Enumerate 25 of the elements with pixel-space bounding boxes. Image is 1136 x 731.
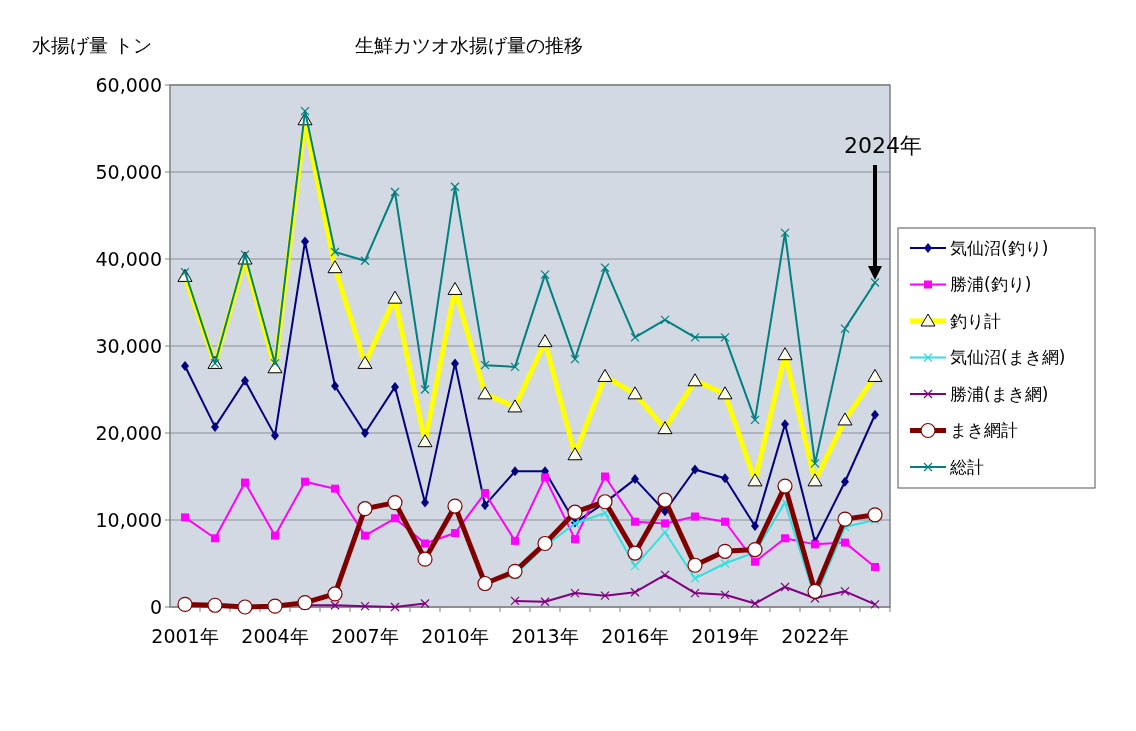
- annotation: 2024年: [844, 133, 922, 158]
- x-tick-label: 2001年: [151, 625, 219, 647]
- x-tick-label: 2007年: [331, 625, 399, 647]
- y-tick-label: 20,000: [95, 421, 162, 444]
- y-tick-label: 30,000: [95, 334, 162, 357]
- x-tick-label: 2019年: [691, 625, 759, 647]
- x-tick-label: 2013年: [511, 625, 579, 647]
- y-axis-title: 水揚げ量 トン: [32, 34, 153, 56]
- y-tick-label: 10,000: [95, 508, 162, 531]
- y-tick-label: 60,000: [95, 73, 162, 96]
- x-tick-label: 2004年: [241, 625, 309, 647]
- x-tick-label: 2016年: [601, 625, 669, 647]
- legend-label: 勝浦(釣り): [950, 274, 1032, 295]
- y-tick-label: 40,000: [95, 247, 162, 270]
- legend-label: 気仙沼(釣り): [950, 237, 1049, 258]
- legend-label: 気仙沼(まき網): [950, 347, 1066, 368]
- x-tick-label: 2022年: [781, 625, 849, 647]
- chart-title: 生鮮カツオ水揚げ量の推移: [355, 34, 583, 56]
- y-tick-label: 0: [149, 595, 162, 618]
- legend-label: 総計: [949, 456, 984, 477]
- y-tick-label: 50,000: [95, 160, 162, 183]
- legend-label: まき網計: [950, 420, 1018, 441]
- legend-label: 釣り計: [950, 310, 1001, 331]
- x-tick-label: 2010年: [421, 625, 489, 647]
- legend-label: 勝浦(まき網): [950, 383, 1049, 404]
